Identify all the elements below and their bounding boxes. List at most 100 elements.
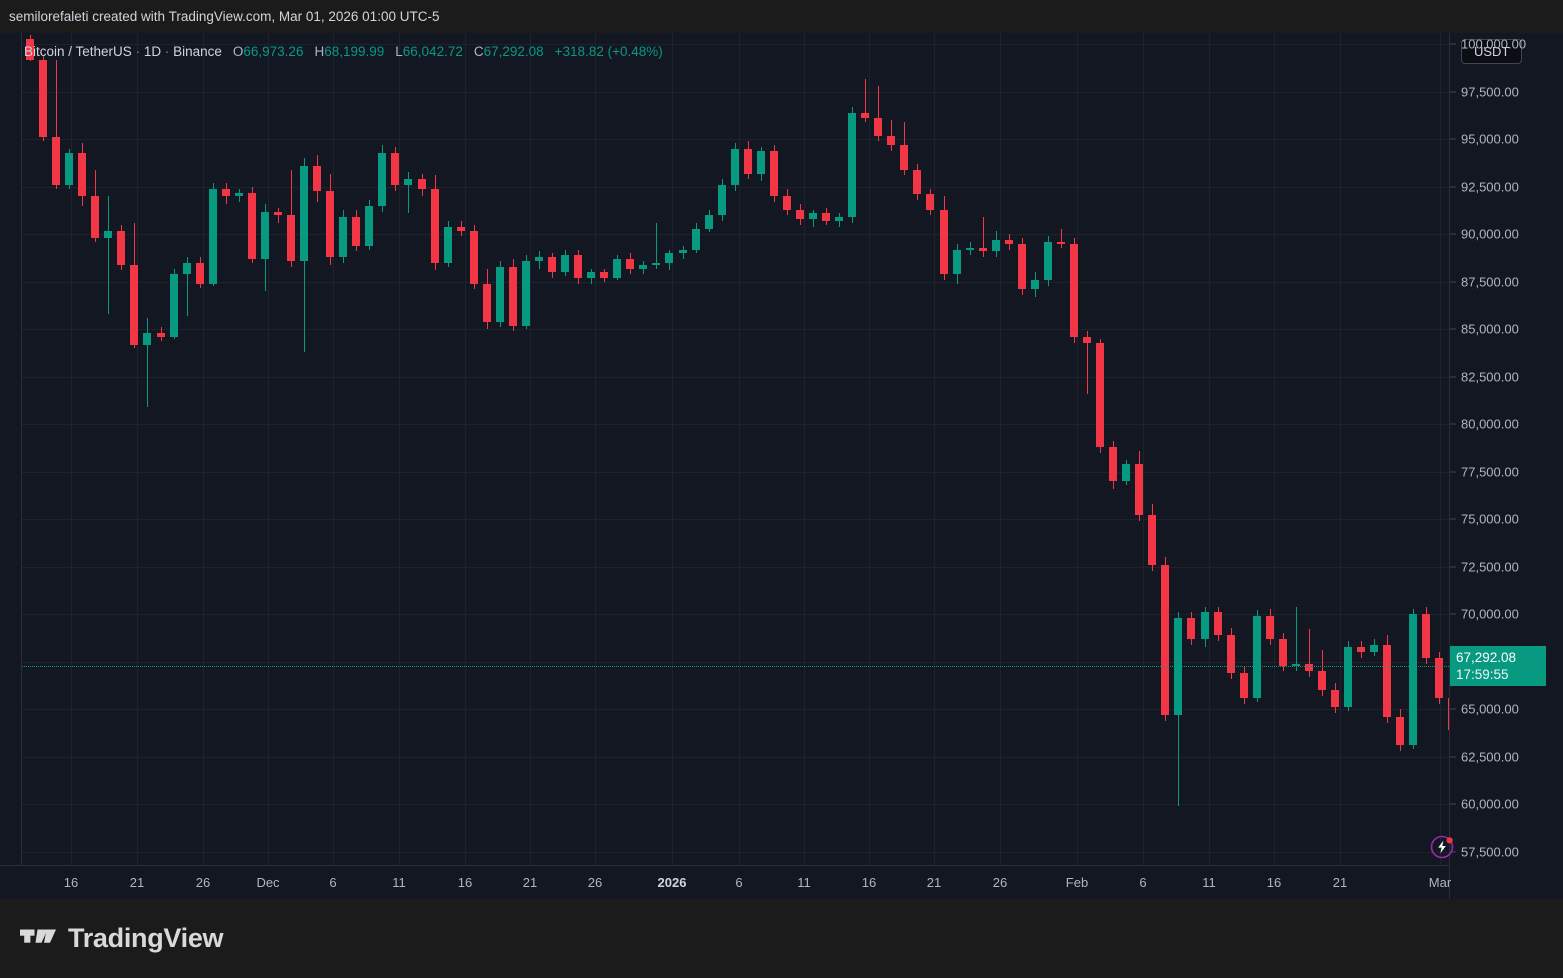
candle-body <box>692 228 700 250</box>
currency-badge[interactable]: USDT <box>1461 39 1523 64</box>
gridline-vertical <box>71 33 72 865</box>
price-tick-dash <box>1450 186 1456 188</box>
legend-change: +318.82 (+0.48%) <box>554 44 663 59</box>
candle-wick <box>56 59 57 189</box>
candle-body <box>626 259 634 269</box>
candle-wick <box>1061 228 1062 248</box>
candle-body <box>65 152 73 185</box>
candle-body <box>887 135 895 146</box>
candle-wick <box>187 257 188 317</box>
candle-body <box>78 152 86 197</box>
gridline-horizontal <box>22 376 1449 378</box>
current-price-tag[interactable]: 67,292.08 17:59:55 <box>1450 645 1546 686</box>
candle-body <box>457 226 465 231</box>
candle-body <box>418 179 426 189</box>
gridline-horizontal <box>22 756 1449 758</box>
candle-body <box>848 112 856 218</box>
price-tick-dash <box>1450 233 1456 235</box>
time-tick-label: 21 <box>1332 875 1348 890</box>
candle-body <box>222 188 230 197</box>
gridline-horizontal <box>22 91 1449 93</box>
candle-body <box>104 230 112 239</box>
price-tick-label: 87,500.00 <box>1461 274 1519 290</box>
candle-body <box>404 179 412 185</box>
candle-wick <box>1296 606 1297 672</box>
price-scale[interactable]: USDT 100,000.00 97,500.00 95,000.00 92,500.… <box>1449 33 1563 899</box>
candle-body <box>835 217 843 222</box>
tradingview-wordmark: TradingView <box>68 923 224 953</box>
price-tick-label: 95,000.00 <box>1461 131 1519 147</box>
gridline-vertical <box>137 33 138 865</box>
gridline-horizontal <box>22 139 1449 141</box>
price-tick-label: 75,000.00 <box>1461 511 1519 527</box>
legend-close-label: C <box>473 44 484 59</box>
candle-body <box>822 213 830 222</box>
candle-body <box>1135 464 1143 516</box>
candle-body <box>1070 243 1078 337</box>
lightning-alert-icon[interactable] <box>1428 832 1456 860</box>
candle-body <box>613 259 621 279</box>
price-tick-dash <box>1450 471 1456 473</box>
candle-body <box>1005 240 1013 244</box>
candle-body <box>731 148 739 185</box>
gridline-horizontal <box>22 661 1449 663</box>
bar-countdown: 17:59:55 <box>1456 666 1509 682</box>
legend-symbol[interactable]: Bitcoin / TetherUS <box>24 44 132 59</box>
time-tick-label: 26 <box>992 875 1008 890</box>
price-tick-dash <box>1450 708 1456 710</box>
chart-legend: Bitcoin / TetherUS · 1D · Binance O66,973… <box>24 44 663 60</box>
candle-body <box>979 247 987 252</box>
gridline-horizontal <box>22 234 1449 236</box>
candle-body <box>1031 279 1039 290</box>
time-tick-label: Feb <box>1065 875 1089 890</box>
candle-body <box>431 188 439 263</box>
candle-body <box>1096 342 1104 448</box>
gridline-vertical <box>1143 33 1144 865</box>
legend-interval[interactable]: 1D <box>143 44 162 59</box>
price-tick-label: 70,000.00 <box>1461 606 1519 622</box>
candle-body <box>117 230 125 265</box>
legend-high-label: H <box>314 44 325 59</box>
candlestick-plot-area[interactable] <box>22 33 1449 865</box>
candle-body <box>1148 515 1156 565</box>
current-price-line <box>22 665 1449 667</box>
candle-body <box>1057 241 1065 244</box>
current-price-value: 67,292.08 <box>1456 649 1517 665</box>
time-tick-label: 26 <box>195 875 211 890</box>
candle-wick <box>1309 629 1310 677</box>
gridline-horizontal <box>22 804 1449 806</box>
candle-body <box>235 192 243 197</box>
candle-body <box>509 266 517 326</box>
time-tick-label: 16 <box>63 875 79 890</box>
gridline-vertical <box>530 33 531 865</box>
price-tick-dash <box>1450 376 1456 378</box>
price-tick-dash <box>1450 43 1456 45</box>
candle-wick <box>656 222 657 269</box>
price-tick-label: 97,500.00 <box>1461 84 1519 100</box>
candle-body <box>261 211 269 260</box>
candle-body <box>496 266 504 322</box>
chart-frame[interactable]: Bitcoin / TetherUS · 1D · Binance O66,973… <box>0 33 1563 899</box>
candle-body <box>900 145 908 170</box>
candle-body <box>1448 697 1449 731</box>
candle-body <box>1201 612 1209 639</box>
time-tick-label: 16 <box>861 875 877 890</box>
candle-wick <box>278 207 279 223</box>
price-tick-dash <box>1450 328 1456 330</box>
time-scale[interactable]: 16 21 26 Dec 6 11 16 21 26 2026 6 11 16 21 26 Feb 6 11 16 2… <box>0 865 1451 899</box>
candle-wick <box>408 171 409 214</box>
gridline-vertical <box>203 33 204 865</box>
candle-body <box>444 226 452 263</box>
candle-wick <box>865 78 866 123</box>
candle-body <box>1253 616 1261 698</box>
candle-body <box>483 283 491 322</box>
price-tick-label: 72,500.00 <box>1461 559 1519 575</box>
attribution-banner: semilorefaleti created with TradingView.… <box>0 0 1563 33</box>
candle-body <box>274 211 282 216</box>
legend-close-value: 67,292.08 <box>483 44 544 59</box>
price-tick-label: 80,000.00 <box>1461 416 1519 432</box>
candle-body <box>1409 614 1417 746</box>
candle-body <box>130 264 138 345</box>
candle-body <box>966 247 974 250</box>
